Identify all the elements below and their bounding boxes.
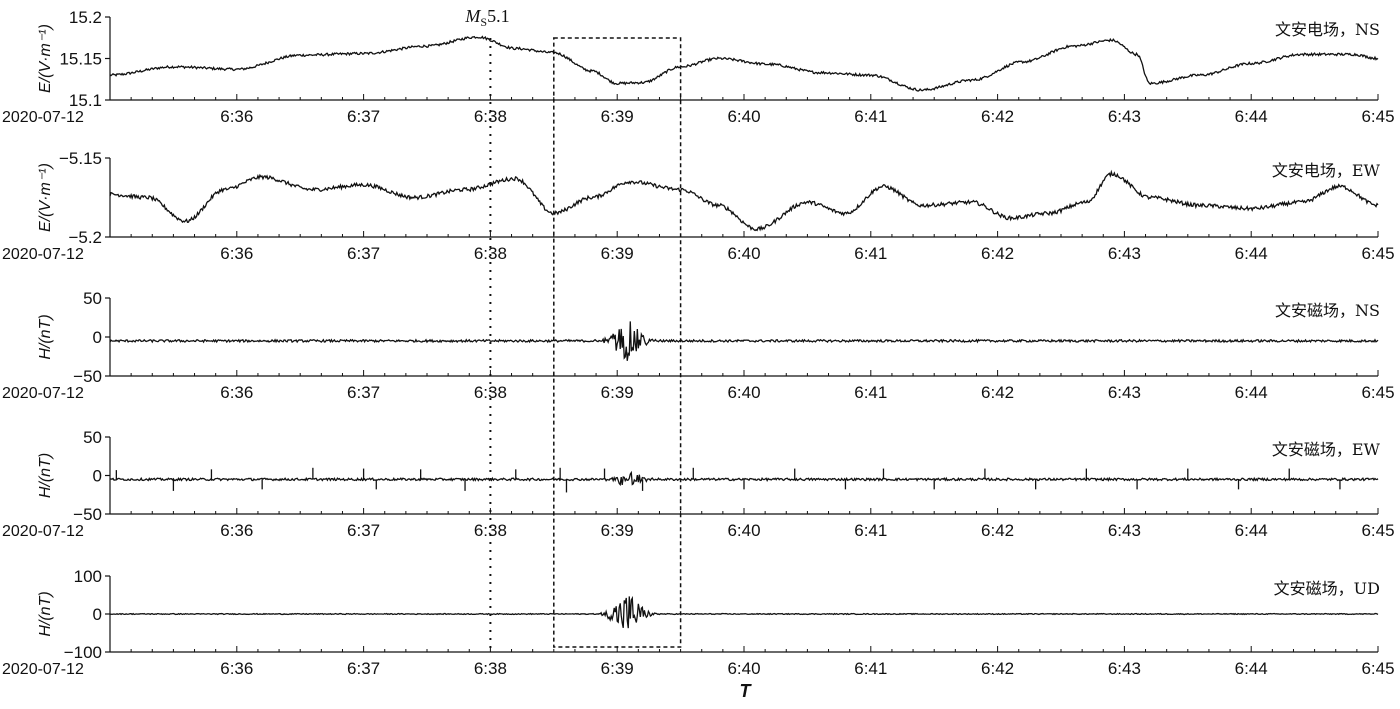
- x-tick-label: 6:44: [1235, 521, 1268, 540]
- x-tick-label: 6:37: [347, 659, 380, 678]
- x-tick-label: 6:36: [220, 659, 253, 678]
- x-tick-label: 6:44: [1235, 244, 1268, 263]
- x-tick-label: 6:40: [727, 521, 760, 540]
- x-tick-label: 6:37: [347, 521, 380, 540]
- x-tick-label: 6:39: [601, 383, 634, 402]
- y-tick-label: 15.2: [69, 8, 102, 27]
- x-tick-label: 6:43: [1108, 659, 1141, 678]
- signal-trace: [109, 169, 1379, 232]
- y-axis-label: H/(nT): [37, 314, 54, 359]
- x-tick-label: 6:43: [1108, 107, 1141, 126]
- date-label: 2020-07-12: [2, 109, 84, 126]
- x-tick-label: 6:38: [474, 107, 507, 126]
- y-axis-label: H/(nT): [37, 591, 54, 636]
- x-tick-label: 6:38: [474, 659, 507, 678]
- x-tick-label: 6:36: [220, 107, 253, 126]
- x-tick-label: 6:38: [474, 244, 507, 263]
- x-axis-label: T: [740, 681, 753, 701]
- date-label: 2020-07-12: [2, 246, 84, 263]
- x-tick-label: 6:40: [727, 244, 760, 263]
- signal-trace: [109, 595, 1379, 629]
- series-label: 文安电场，EW: [1272, 161, 1381, 180]
- x-tick-label: 6:41: [854, 383, 887, 402]
- y-tick-label: 0: [93, 467, 102, 486]
- panels: 15.1 15.15 15.2 6:36 6:37 6:38 6:39 6:40 6:41 6:4…: [2, 8, 1395, 678]
- signal-trace: [109, 35, 1379, 92]
- y-tick-label: 0: [93, 328, 102, 347]
- x-tick-label: 6:42: [981, 659, 1014, 678]
- y-tick-label: 50: [83, 428, 102, 447]
- y-tick-label: −50: [73, 505, 102, 524]
- y-tick-label: 15.15: [59, 50, 102, 69]
- event-label-magnitude: 5.1: [487, 6, 510, 26]
- y-tick-label: 50: [83, 289, 102, 308]
- panel-5: 100 0 −100 6:36 6:37 6:38 6:39 6:40 6:41 6:42 6:43…: [2, 567, 1395, 678]
- x-tick-label: 6:45: [1361, 244, 1394, 263]
- series-label: 文安磁场，EW: [1272, 440, 1381, 459]
- x-tick-label: 6:37: [347, 244, 380, 263]
- x-tick-label: 6:42: [981, 383, 1014, 402]
- x-tick-label: 6:38: [474, 521, 507, 540]
- x-tick-label: 6:43: [1108, 521, 1141, 540]
- x-tick-label: 6:36: [220, 383, 253, 402]
- series-label: 文安磁场，UD: [1274, 579, 1380, 598]
- panel-3: 50 0 −50 6:36 6:37 6:38 6:39 6:40 6:41 6:42 6:43 6:…: [2, 289, 1395, 402]
- x-tick-label: 6:37: [347, 383, 380, 402]
- y-axis-label: H/(nT): [37, 453, 54, 498]
- overlay: MS5.1: [464, 6, 682, 652]
- y-tick-label: 15.1: [69, 91, 102, 110]
- x-tick-label: 6:42: [981, 244, 1014, 263]
- series-label: 文安电场，NS: [1275, 20, 1380, 39]
- x-tick-label: 6:41: [854, 107, 887, 126]
- panel-1: 15.1 15.15 15.2 6:36 6:37 6:38 6:39 6:40 6:41 6:4…: [2, 8, 1395, 126]
- y-tick-label: 100: [74, 567, 102, 586]
- y-axis-label: E/(V·m⁻¹): [37, 24, 54, 93]
- y-tick-label: −100: [64, 643, 102, 662]
- x-tick-label: 6:37: [347, 107, 380, 126]
- x-tick-label: 6:40: [727, 107, 760, 126]
- x-tick-label: 6:39: [601, 521, 634, 540]
- event-label-main: M: [464, 6, 481, 26]
- x-tick-label: 6:36: [220, 521, 253, 540]
- panel-4: 50 0 −50 6:36 6:37 6:38 6:39 6:40 6:41 6:42 6:43 6:…: [2, 428, 1395, 540]
- x-tick-label: 6:45: [1361, 659, 1394, 678]
- x-tick-label: 6:44: [1235, 659, 1268, 678]
- highlight-window: [553, 37, 682, 648]
- event-label: MS5.1: [464, 6, 509, 29]
- date-label: 2020-07-12: [2, 523, 84, 540]
- x-tick-label: 6:43: [1108, 383, 1141, 402]
- x-tick-label: 6:43: [1108, 244, 1141, 263]
- x-tick-label: 6:40: [727, 383, 760, 402]
- date-label: 2020-07-12: [2, 661, 84, 678]
- x-tick-label: 6:45: [1361, 383, 1394, 402]
- x-tick-label: 6:45: [1361, 521, 1394, 540]
- x-tick-label: 6:42: [981, 521, 1014, 540]
- series-label: 文安磁场，NS: [1275, 301, 1380, 320]
- x-tick-label: 6:39: [601, 107, 634, 126]
- y-axis-label: E/(V·m⁻¹): [37, 163, 54, 232]
- x-tick-label: 6:45: [1361, 107, 1394, 126]
- y-tick-label: −50: [73, 367, 102, 386]
- x-tick-label: 6:42: [981, 107, 1014, 126]
- x-tick-label: 6:39: [601, 244, 634, 263]
- y-tick-label: −5.15: [59, 149, 102, 168]
- x-tick-label: 6:41: [854, 521, 887, 540]
- x-tick-label: 6:44: [1235, 383, 1268, 402]
- x-tick-label: 6:40: [727, 659, 760, 678]
- x-tick-label: 6:44: [1235, 107, 1268, 126]
- y-tick-label: −5.2: [68, 228, 102, 247]
- event-label-sub: S: [480, 15, 487, 29]
- x-tick-label: 6:41: [854, 244, 887, 263]
- x-tick-label: 6:41: [854, 659, 887, 678]
- signal-trace: [109, 321, 1379, 361]
- x-tick-label: 6:39: [601, 659, 634, 678]
- x-tick-label: 6:38: [474, 383, 507, 402]
- date-label: 2020-07-12: [2, 385, 84, 402]
- panel-2: −5.15 −5.2 6:36 6:37 6:38 6:39 6:40 6:41 6:42 6:4…: [2, 149, 1395, 263]
- x-tick-label: 6:36: [220, 244, 253, 263]
- y-tick-label: 0: [93, 605, 102, 624]
